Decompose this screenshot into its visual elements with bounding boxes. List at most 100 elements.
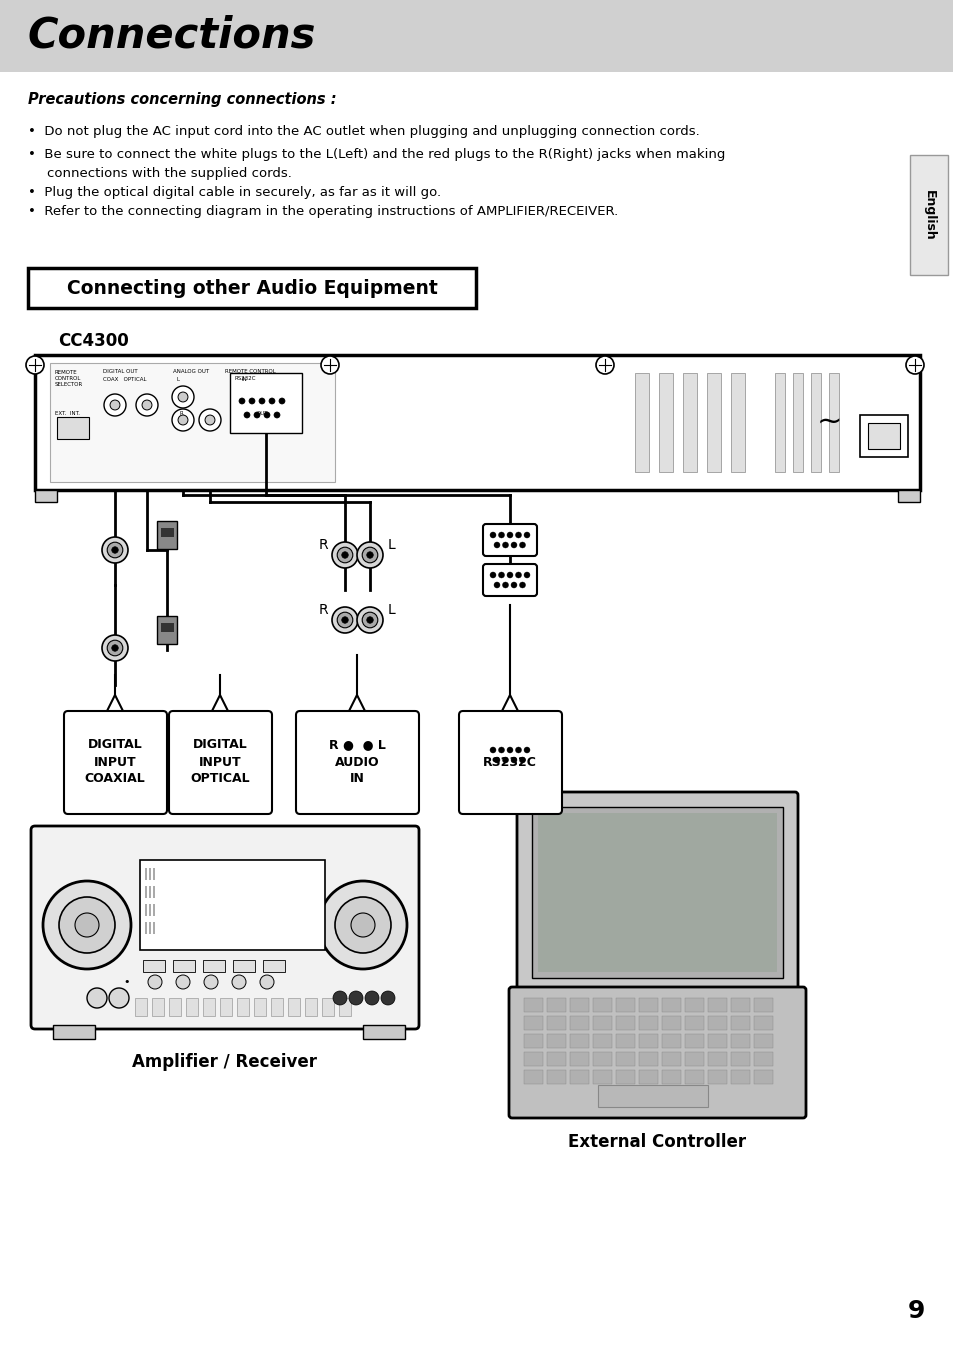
FancyBboxPatch shape bbox=[909, 155, 947, 276]
Bar bbox=[523, 1034, 542, 1048]
Text: L: L bbox=[388, 603, 395, 617]
Bar bbox=[203, 961, 225, 971]
Text: •: • bbox=[124, 977, 131, 988]
Bar bbox=[730, 1034, 749, 1048]
Circle shape bbox=[502, 582, 508, 588]
Circle shape bbox=[502, 757, 508, 763]
Circle shape bbox=[905, 357, 923, 374]
Circle shape bbox=[490, 571, 496, 578]
Circle shape bbox=[351, 913, 375, 938]
Text: IN: IN bbox=[242, 377, 248, 382]
Text: RS232C: RS232C bbox=[482, 755, 537, 769]
Circle shape bbox=[523, 747, 530, 753]
Bar bbox=[161, 623, 173, 632]
Text: OUT: OUT bbox=[256, 411, 268, 416]
Circle shape bbox=[523, 571, 530, 578]
Bar bbox=[149, 904, 151, 916]
Circle shape bbox=[178, 415, 188, 426]
Circle shape bbox=[142, 400, 152, 409]
Bar bbox=[253, 998, 266, 1016]
Bar bbox=[161, 528, 173, 536]
Text: •  Do not plug the AC input cord into the AC outlet when plugging and unplugging: • Do not plug the AC input cord into the… bbox=[28, 126, 699, 138]
Bar bbox=[706, 373, 720, 471]
Bar bbox=[203, 998, 214, 1016]
FancyBboxPatch shape bbox=[482, 563, 537, 596]
FancyBboxPatch shape bbox=[482, 739, 537, 771]
Bar bbox=[145, 904, 147, 916]
Circle shape bbox=[519, 582, 525, 588]
Polygon shape bbox=[105, 694, 125, 715]
Circle shape bbox=[199, 409, 221, 431]
Text: RS232C: RS232C bbox=[234, 376, 256, 381]
Text: R: R bbox=[318, 603, 328, 617]
Bar bbox=[730, 373, 744, 471]
Bar bbox=[236, 998, 249, 1016]
Circle shape bbox=[519, 542, 525, 549]
Text: COAX   OPTICAL: COAX OPTICAL bbox=[103, 377, 147, 382]
Bar bbox=[35, 355, 919, 490]
Circle shape bbox=[253, 412, 260, 417]
Bar bbox=[157, 616, 177, 644]
Bar bbox=[288, 998, 299, 1016]
Bar bbox=[569, 1034, 588, 1048]
Text: Connections: Connections bbox=[28, 15, 316, 57]
Bar bbox=[152, 921, 154, 934]
Bar bbox=[753, 1070, 772, 1084]
Bar bbox=[135, 998, 147, 1016]
Circle shape bbox=[249, 399, 254, 404]
Bar bbox=[593, 998, 612, 1012]
Bar bbox=[753, 998, 772, 1012]
Circle shape bbox=[107, 542, 123, 558]
Circle shape bbox=[260, 975, 274, 989]
Bar bbox=[682, 373, 697, 471]
Circle shape bbox=[356, 607, 382, 634]
Circle shape bbox=[204, 975, 218, 989]
FancyBboxPatch shape bbox=[458, 711, 561, 815]
Circle shape bbox=[258, 399, 265, 404]
Circle shape bbox=[75, 913, 99, 938]
Circle shape bbox=[362, 547, 377, 563]
Text: Connecting other Audio Equipment: Connecting other Audio Equipment bbox=[67, 278, 436, 297]
Bar bbox=[684, 998, 703, 1012]
Bar bbox=[35, 490, 57, 503]
Bar bbox=[50, 363, 335, 482]
Circle shape bbox=[515, 571, 521, 578]
Circle shape bbox=[332, 607, 357, 634]
Bar bbox=[338, 998, 351, 1016]
Bar bbox=[363, 1025, 405, 1039]
Circle shape bbox=[494, 582, 499, 588]
Bar bbox=[157, 521, 177, 549]
Bar bbox=[523, 1016, 542, 1029]
Bar bbox=[593, 1070, 612, 1084]
Circle shape bbox=[365, 992, 378, 1005]
Bar bbox=[867, 423, 899, 449]
Circle shape bbox=[110, 400, 120, 409]
Circle shape bbox=[380, 992, 395, 1005]
Bar bbox=[616, 1034, 635, 1048]
Circle shape bbox=[511, 757, 517, 763]
Circle shape bbox=[136, 394, 158, 416]
Bar bbox=[149, 867, 151, 880]
Circle shape bbox=[109, 988, 129, 1008]
Bar bbox=[53, 1025, 95, 1039]
Bar bbox=[143, 961, 165, 971]
Circle shape bbox=[178, 392, 188, 403]
Bar bbox=[57, 417, 89, 439]
Circle shape bbox=[498, 532, 504, 538]
Bar bbox=[707, 1052, 726, 1066]
Bar bbox=[523, 998, 542, 1012]
Circle shape bbox=[490, 532, 496, 538]
FancyBboxPatch shape bbox=[169, 711, 272, 815]
Text: ~: ~ bbox=[817, 408, 841, 436]
Bar bbox=[546, 1052, 565, 1066]
Text: Precautions concerning connections :: Precautions concerning connections : bbox=[28, 92, 336, 107]
Bar bbox=[169, 998, 181, 1016]
Circle shape bbox=[498, 747, 504, 753]
Circle shape bbox=[26, 357, 44, 374]
Circle shape bbox=[506, 571, 513, 578]
Bar bbox=[639, 998, 658, 1012]
Text: connections with the supplied cords.: connections with the supplied cords. bbox=[47, 168, 292, 180]
Bar bbox=[897, 490, 919, 503]
Bar bbox=[859, 415, 907, 457]
Circle shape bbox=[332, 542, 357, 567]
